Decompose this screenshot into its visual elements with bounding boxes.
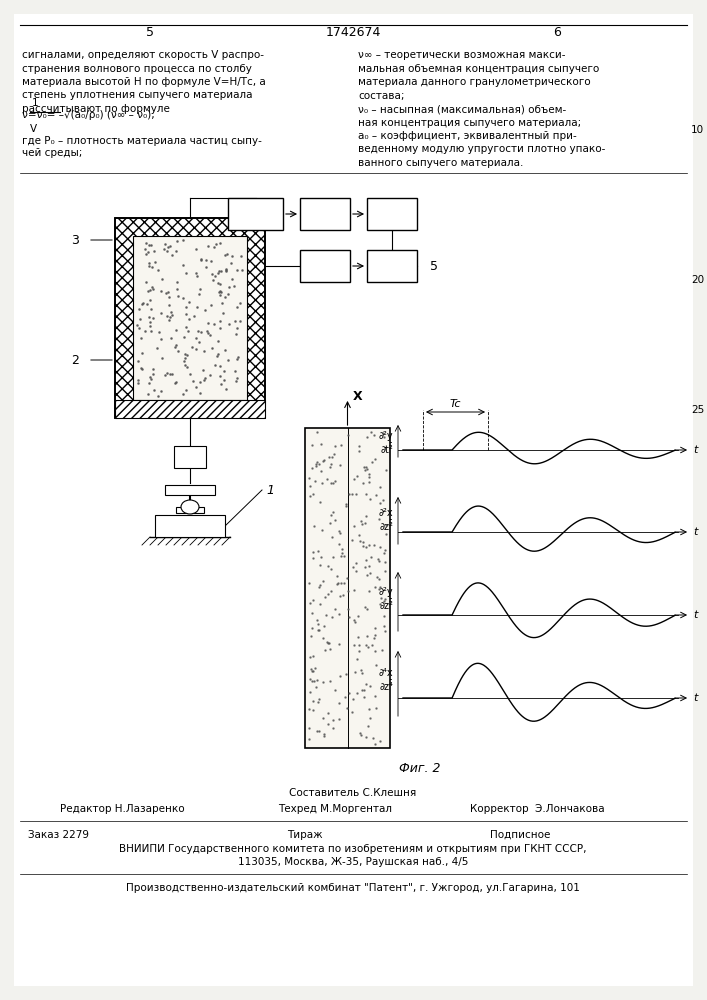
Text: ная концентрация сыпучего материала;: ная концентрация сыпучего материала;: [358, 117, 581, 127]
Text: ВНИИПИ Государственного комитета по изобретениям и открытиям при ГКНТ СССР,: ВНИИПИ Государственного комитета по изоб…: [119, 844, 587, 854]
Text: 1: 1: [266, 484, 274, 496]
Text: ν=ν₀= –: ν=ν₀= –: [22, 110, 64, 120]
Text: Подписное: Подписное: [490, 830, 550, 840]
Text: ∂²x: ∂²x: [378, 508, 393, 518]
Text: ∂z²: ∂z²: [379, 601, 393, 611]
Text: мальная объемная концентрация сыпучего: мальная объемная концентрация сыпучего: [358, 64, 600, 74]
Text: ∂²y: ∂²y: [378, 431, 393, 441]
Text: 113035, Москва, Ж-35, Раушская наб., 4/5: 113035, Москва, Ж-35, Раушская наб., 4/5: [238, 857, 468, 867]
Text: ∂z⁴: ∂z⁴: [379, 682, 393, 692]
Bar: [174, 446, 206, 468]
Text: ν∞ – теоретически возможная макси-: ν∞ – теоретически возможная макси-: [358, 50, 566, 60]
Bar: [155, 515, 225, 537]
Text: 4: 4: [187, 452, 194, 462]
Text: t: t: [693, 527, 697, 537]
Text: сигналами, определяют скорость V распро-: сигналами, определяют скорость V распро-: [22, 50, 264, 60]
Text: 25: 25: [691, 405, 704, 415]
Text: Тираж: Тираж: [287, 830, 323, 840]
Bar: [300, 250, 350, 282]
Text: 6: 6: [321, 259, 329, 272]
Text: 1: 1: [32, 98, 39, 107]
Bar: [305, 428, 390, 748]
Text: чей среды;: чей среды;: [22, 148, 83, 158]
Ellipse shape: [181, 500, 199, 514]
Bar: [228, 198, 283, 230]
Text: X: X: [353, 389, 362, 402]
Bar: [133, 236, 247, 400]
Text: странения волнового процесса по столбу: странения волнового процесса по столбу: [22, 64, 252, 74]
Text: 5: 5: [430, 259, 438, 272]
Text: степень уплотнения сыпучего материала: степень уплотнения сыпучего материала: [22, 91, 252, 101]
Text: а₀ – коэффициент, эквивалентный при-: а₀ – коэффициент, эквивалентный при-: [358, 131, 577, 141]
Text: ∂z²: ∂z²: [379, 522, 393, 532]
Text: ν₀ – насыпная (максимальная) объем-: ν₀ – насыпная (максимальная) объем-: [358, 104, 566, 114]
Text: Tc: Tc: [450, 399, 461, 409]
Text: состава;: состава;: [358, 91, 404, 101]
Bar: [300, 198, 350, 230]
Text: ∂t²: ∂t²: [380, 445, 393, 455]
Text: Производственно-издательский комбинат "Патент", г. Ужгород, ул.Гагарина, 101: Производственно-издательский комбинат "П…: [126, 883, 580, 893]
Text: 5: 5: [252, 208, 259, 221]
Text: t: t: [693, 693, 697, 703]
Text: где Р₀ – плотность материала частиц сыпу-: где Р₀ – плотность материала частиц сыпу…: [22, 135, 262, 145]
Bar: [115, 400, 265, 418]
Text: ∂⁴x: ∂⁴x: [378, 668, 393, 678]
Text: Корректор  Э.Лончакова: Корректор Э.Лончакова: [470, 804, 604, 814]
Text: 20: 20: [691, 275, 704, 285]
Bar: [367, 198, 417, 230]
Bar: [176, 507, 204, 513]
Text: 7: 7: [321, 208, 329, 221]
Text: материала данного гранулометрического: материала данного гранулометрического: [358, 77, 590, 87]
Text: 10: 10: [691, 125, 704, 135]
Text: Фиг. 1: Фиг. 1: [164, 518, 206, 532]
Text: 5: 5: [146, 25, 154, 38]
Text: t: t: [693, 610, 697, 620]
Text: Редактор Н.Лазаренко: Редактор Н.Лазаренко: [60, 804, 185, 814]
Text: ванного сыпучего материала.: ванного сыпучего материала.: [358, 158, 523, 168]
Text: Заказ 2279: Заказ 2279: [28, 830, 89, 840]
Text: 8: 8: [388, 208, 396, 221]
Bar: [115, 218, 265, 418]
Text: ∂²y: ∂²y: [378, 587, 393, 597]
Text: V: V: [30, 123, 37, 133]
Text: 3: 3: [71, 233, 79, 246]
Bar: [165, 485, 215, 495]
Text: материала высотой H по формуле V=H/Tс, а: материала высотой H по формуле V=H/Tс, а: [22, 77, 266, 87]
Text: Фиг. 2: Фиг. 2: [399, 762, 440, 774]
Text: 9: 9: [388, 259, 396, 272]
Text: веденному модулю упругости плотно упако-: веденному модулю упругости плотно упако-: [358, 144, 605, 154]
Text: t: t: [693, 445, 697, 455]
Text: рассчитывают по формуле: рассчитывают по формуле: [22, 104, 170, 114]
Text: 6: 6: [553, 25, 561, 38]
Text: 1742674: 1742674: [325, 25, 380, 38]
Text: Техред М.Моргентал: Техред М.Моргентал: [278, 804, 392, 814]
Text: Составитель С.Клешня: Составитель С.Клешня: [289, 788, 416, 798]
Bar: [115, 218, 265, 418]
Bar: [367, 250, 417, 282]
Text: √(а₀/ρ₀) (ν∞ – ν₀),: √(а₀/ρ₀) (ν∞ – ν₀),: [64, 110, 155, 120]
Text: 2: 2: [71, 354, 79, 366]
